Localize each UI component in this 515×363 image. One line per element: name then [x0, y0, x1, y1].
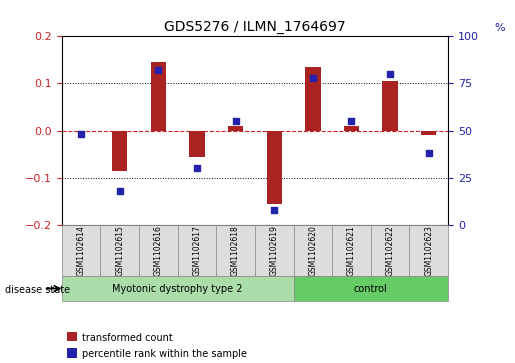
Text: GSM1102622: GSM1102622 — [386, 225, 394, 276]
Bar — [305, 67, 320, 131]
Point — [347, 118, 355, 124]
Text: GSM1102616: GSM1102616 — [154, 225, 163, 276]
Title: GDS5276 / ILMN_1764697: GDS5276 / ILMN_1764697 — [164, 20, 346, 34]
Point — [154, 68, 163, 73]
Point — [270, 207, 278, 213]
Text: GSM1102618: GSM1102618 — [231, 225, 240, 276]
FancyBboxPatch shape — [178, 225, 216, 276]
Text: GSM1102619: GSM1102619 — [270, 225, 279, 276]
FancyBboxPatch shape — [100, 225, 139, 276]
Point — [115, 188, 124, 194]
FancyBboxPatch shape — [62, 276, 294, 301]
FancyBboxPatch shape — [255, 225, 294, 276]
Bar — [228, 126, 243, 131]
Bar — [421, 131, 437, 135]
Text: GSM1102620: GSM1102620 — [308, 225, 317, 276]
FancyBboxPatch shape — [139, 225, 178, 276]
Text: control: control — [354, 284, 388, 294]
Text: Myotonic dystrophy type 2: Myotonic dystrophy type 2 — [112, 284, 243, 294]
FancyBboxPatch shape — [294, 225, 332, 276]
Text: transformed count: transformed count — [82, 333, 173, 343]
Bar — [150, 62, 166, 131]
Point — [424, 150, 433, 156]
FancyBboxPatch shape — [409, 225, 448, 276]
FancyBboxPatch shape — [62, 225, 100, 276]
Text: %: % — [494, 23, 505, 33]
Point — [309, 75, 317, 81]
Text: GSM1102617: GSM1102617 — [193, 225, 201, 276]
Bar — [189, 131, 204, 157]
Text: disease state: disease state — [5, 285, 70, 295]
Text: GSM1102615: GSM1102615 — [115, 225, 124, 276]
Point — [232, 118, 240, 124]
Text: GSM1102621: GSM1102621 — [347, 225, 356, 276]
Point — [193, 166, 201, 171]
FancyBboxPatch shape — [371, 225, 409, 276]
Point — [386, 71, 394, 77]
FancyBboxPatch shape — [216, 225, 255, 276]
FancyBboxPatch shape — [294, 276, 448, 301]
Text: percentile rank within the sample: percentile rank within the sample — [82, 349, 247, 359]
Bar — [267, 131, 282, 204]
Point — [77, 131, 85, 137]
Bar — [382, 81, 398, 131]
Text: GSM1102623: GSM1102623 — [424, 225, 433, 276]
FancyBboxPatch shape — [332, 225, 371, 276]
Bar — [344, 126, 359, 131]
Bar — [112, 131, 128, 171]
Text: GSM1102614: GSM1102614 — [77, 225, 85, 276]
